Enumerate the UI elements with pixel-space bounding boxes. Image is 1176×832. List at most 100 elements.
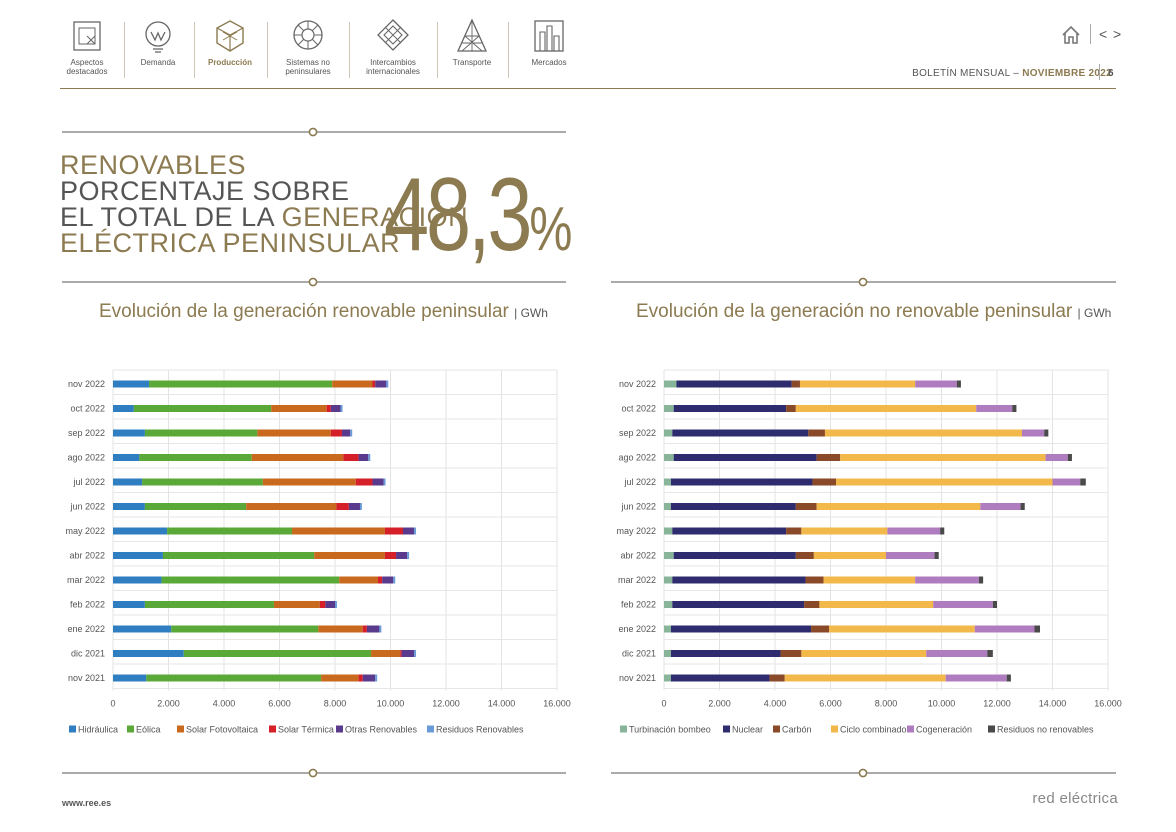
bar-segment	[319, 601, 326, 608]
bar-segment	[976, 405, 1013, 412]
bar-segment	[139, 454, 252, 461]
category-label: dic 2021	[622, 649, 656, 659]
footer-brand-logo: red eléctrica	[1032, 790, 1118, 807]
chart-title-renewable: Evolución de la generación renovable pen…	[99, 301, 548, 323]
lightbulb-icon	[145, 21, 171, 53]
next-page-button[interactable]: >	[1113, 26, 1122, 42]
bulletin-month: NOVIEMBRE 2022	[1022, 68, 1112, 79]
bar-segment	[1006, 674, 1011, 682]
x-tick-label: 2.000	[708, 699, 731, 709]
bar-segment	[980, 503, 1021, 510]
bar-segment	[257, 429, 331, 437]
bar-segment	[816, 454, 841, 461]
nav-item-demanda[interactable]: Demanda	[125, 18, 191, 67]
x-tick-label: 2.000	[157, 699, 180, 709]
bar-segment	[362, 625, 367, 633]
bar-segment	[375, 674, 378, 682]
bar-segment	[366, 625, 380, 633]
percentage-value: 48,3	[384, 157, 533, 273]
bar-segment	[799, 380, 916, 388]
bar-segment	[393, 576, 396, 584]
bar-segment	[144, 429, 258, 437]
nav-label: Mercados	[531, 58, 567, 67]
bar-segment	[816, 503, 981, 510]
bar-segment	[318, 625, 363, 633]
x-tick-label: 10.000	[928, 699, 956, 709]
nav-item-sistemas-no-peninsulares[interactable]: Sistemas no peninsulares	[275, 18, 341, 76]
bar-segment	[144, 601, 274, 608]
legend-label: Residuos no renovables	[997, 725, 1094, 735]
bar-segment	[251, 454, 344, 461]
nav-item-intercambios-internacionales[interactable]: Intercambios internacionales	[360, 18, 426, 76]
bar-segment	[795, 405, 977, 412]
bar-segment	[664, 576, 673, 584]
nav-label: Intercambios	[370, 58, 416, 67]
bar-segment	[670, 650, 781, 657]
legend-label: Residuos Renovables	[436, 725, 524, 735]
nav-label: Aspectos	[70, 58, 104, 67]
bar-segment	[1045, 454, 1068, 461]
category-label: ago 2022	[67, 453, 105, 463]
bar-segment	[670, 503, 796, 510]
diamond-grid-icon	[377, 19, 409, 51]
home-icon[interactable]	[1060, 24, 1082, 46]
bar-segment	[383, 478, 386, 486]
bar-segment	[769, 674, 785, 682]
bar-segment	[987, 650, 993, 657]
bulletin-label: BOLETÍN MENSUAL	[912, 68, 1011, 79]
bar-segment	[273, 601, 320, 608]
nav-item-transporte[interactable]: Transporte	[439, 18, 505, 67]
category-label: feb 2022	[70, 600, 105, 610]
legend-swatch	[907, 725, 914, 733]
bar-segment	[355, 478, 373, 486]
bar-segment	[940, 527, 945, 535]
category-label: jun 2022	[620, 502, 656, 512]
legend-label: Hidráulica	[78, 725, 118, 735]
x-tick-label: 4.000	[213, 699, 236, 709]
x-tick-label: 6.000	[819, 699, 842, 709]
bar-segment	[804, 601, 820, 608]
bar-segment	[836, 478, 1053, 486]
bar-segment	[670, 478, 813, 486]
header-separator	[1090, 24, 1091, 44]
legend-swatch	[988, 725, 995, 733]
legend-label: Solar Térmica	[278, 725, 334, 735]
bar-segment	[1080, 478, 1086, 486]
nav-separator	[508, 22, 509, 78]
bar-segment	[400, 650, 402, 657]
bar-segment	[791, 380, 800, 388]
page-separator	[1099, 64, 1100, 80]
bar-segment	[823, 576, 916, 584]
category-label: ene 2022	[618, 624, 656, 634]
bar-segment	[886, 552, 935, 559]
bar-segment	[384, 527, 403, 535]
bar-segment	[1034, 625, 1041, 633]
nav-label: Demanda	[140, 58, 176, 67]
category-label: nov 2021	[68, 673, 105, 683]
bar-segment	[113, 552, 163, 559]
footer-url[interactable]: www.ree.es	[62, 798, 112, 808]
category-label: abr 2022	[620, 551, 656, 561]
bar-segment	[402, 527, 415, 535]
category-label: may 2022	[616, 526, 656, 536]
bar-segment	[915, 576, 979, 584]
bar-segment	[371, 650, 401, 657]
nav-item-produccion[interactable]: Producción	[197, 18, 263, 67]
bar-segment	[784, 674, 946, 682]
headline-line: ELÉCTRICA PENINSULAR	[60, 228, 401, 258]
nav-item-aspectos-destacados[interactable]: Aspectos destacados	[54, 18, 120, 76]
nav-separator	[437, 22, 438, 78]
bar-segment	[1020, 503, 1025, 510]
legend-swatch	[427, 725, 434, 733]
category-label: nov 2021	[619, 673, 656, 683]
bar-segment	[819, 601, 934, 608]
x-tick-label: 0	[110, 699, 115, 709]
legend-swatch	[831, 725, 838, 733]
chart-unit: | GWh	[514, 306, 548, 320]
nav-item-mercados[interactable]: Mercados	[516, 18, 582, 67]
prev-page-button[interactable]: <	[1099, 26, 1108, 42]
nav-label: internacionales	[366, 67, 420, 76]
bar-segment	[262, 478, 356, 486]
chart-title-text: Evolución de la generación no renovable …	[636, 301, 1073, 322]
